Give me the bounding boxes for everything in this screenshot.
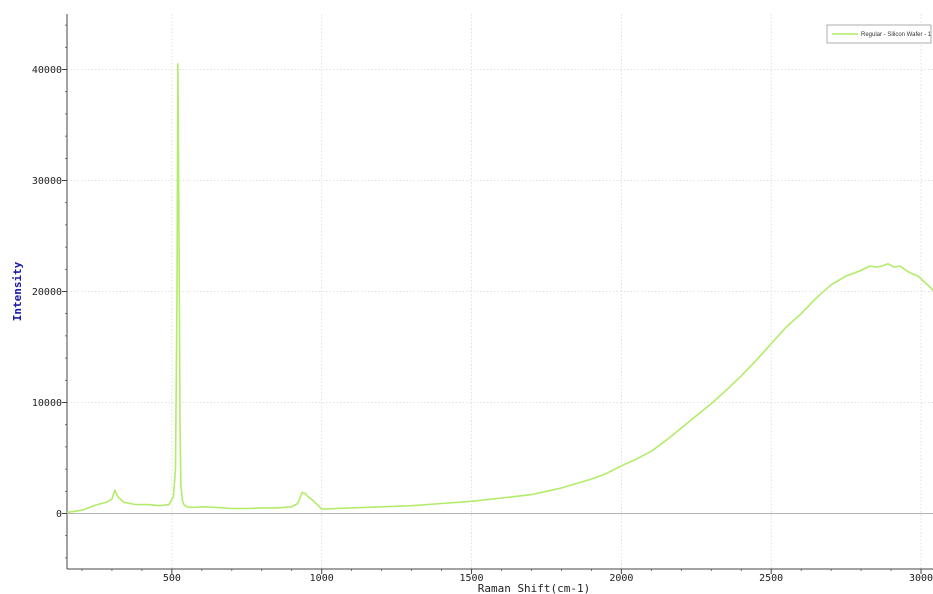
y-tick-label: 40000 bbox=[32, 65, 62, 76]
y-tick-label: 30000 bbox=[32, 176, 62, 187]
legend[interactable]: Regular - Silicon Wafer - 1 bbox=[826, 24, 932, 44]
series-layer bbox=[66, 63, 933, 514]
x-tick-label: 1000 bbox=[310, 573, 334, 584]
ticks: 0 10000 20000 30000 40000 500 1000 1500 2000 2500… bbox=[32, 24, 933, 584]
x-tick-label: 2000 bbox=[609, 573, 633, 584]
grid-lines bbox=[67, 14, 933, 569]
x-tick-label: 2500 bbox=[759, 573, 783, 584]
y-axis-title: Intensity bbox=[11, 261, 24, 321]
series-line bbox=[66, 63, 933, 514]
legend-label: Regular - Silicon Wafer - 1 bbox=[861, 32, 932, 38]
x-tick-label: 500 bbox=[163, 573, 181, 584]
x-tick-label: 1500 bbox=[459, 573, 483, 584]
y-tick-label: 10000 bbox=[32, 398, 62, 409]
y-tick-label: 20000 bbox=[32, 287, 62, 298]
x-axis-title: Raman Shift(cm-1) bbox=[478, 582, 591, 594]
y-tick-label: 0 bbox=[56, 509, 62, 520]
legend-box bbox=[826, 24, 932, 44]
x-tick-label: 3000 bbox=[909, 573, 933, 584]
